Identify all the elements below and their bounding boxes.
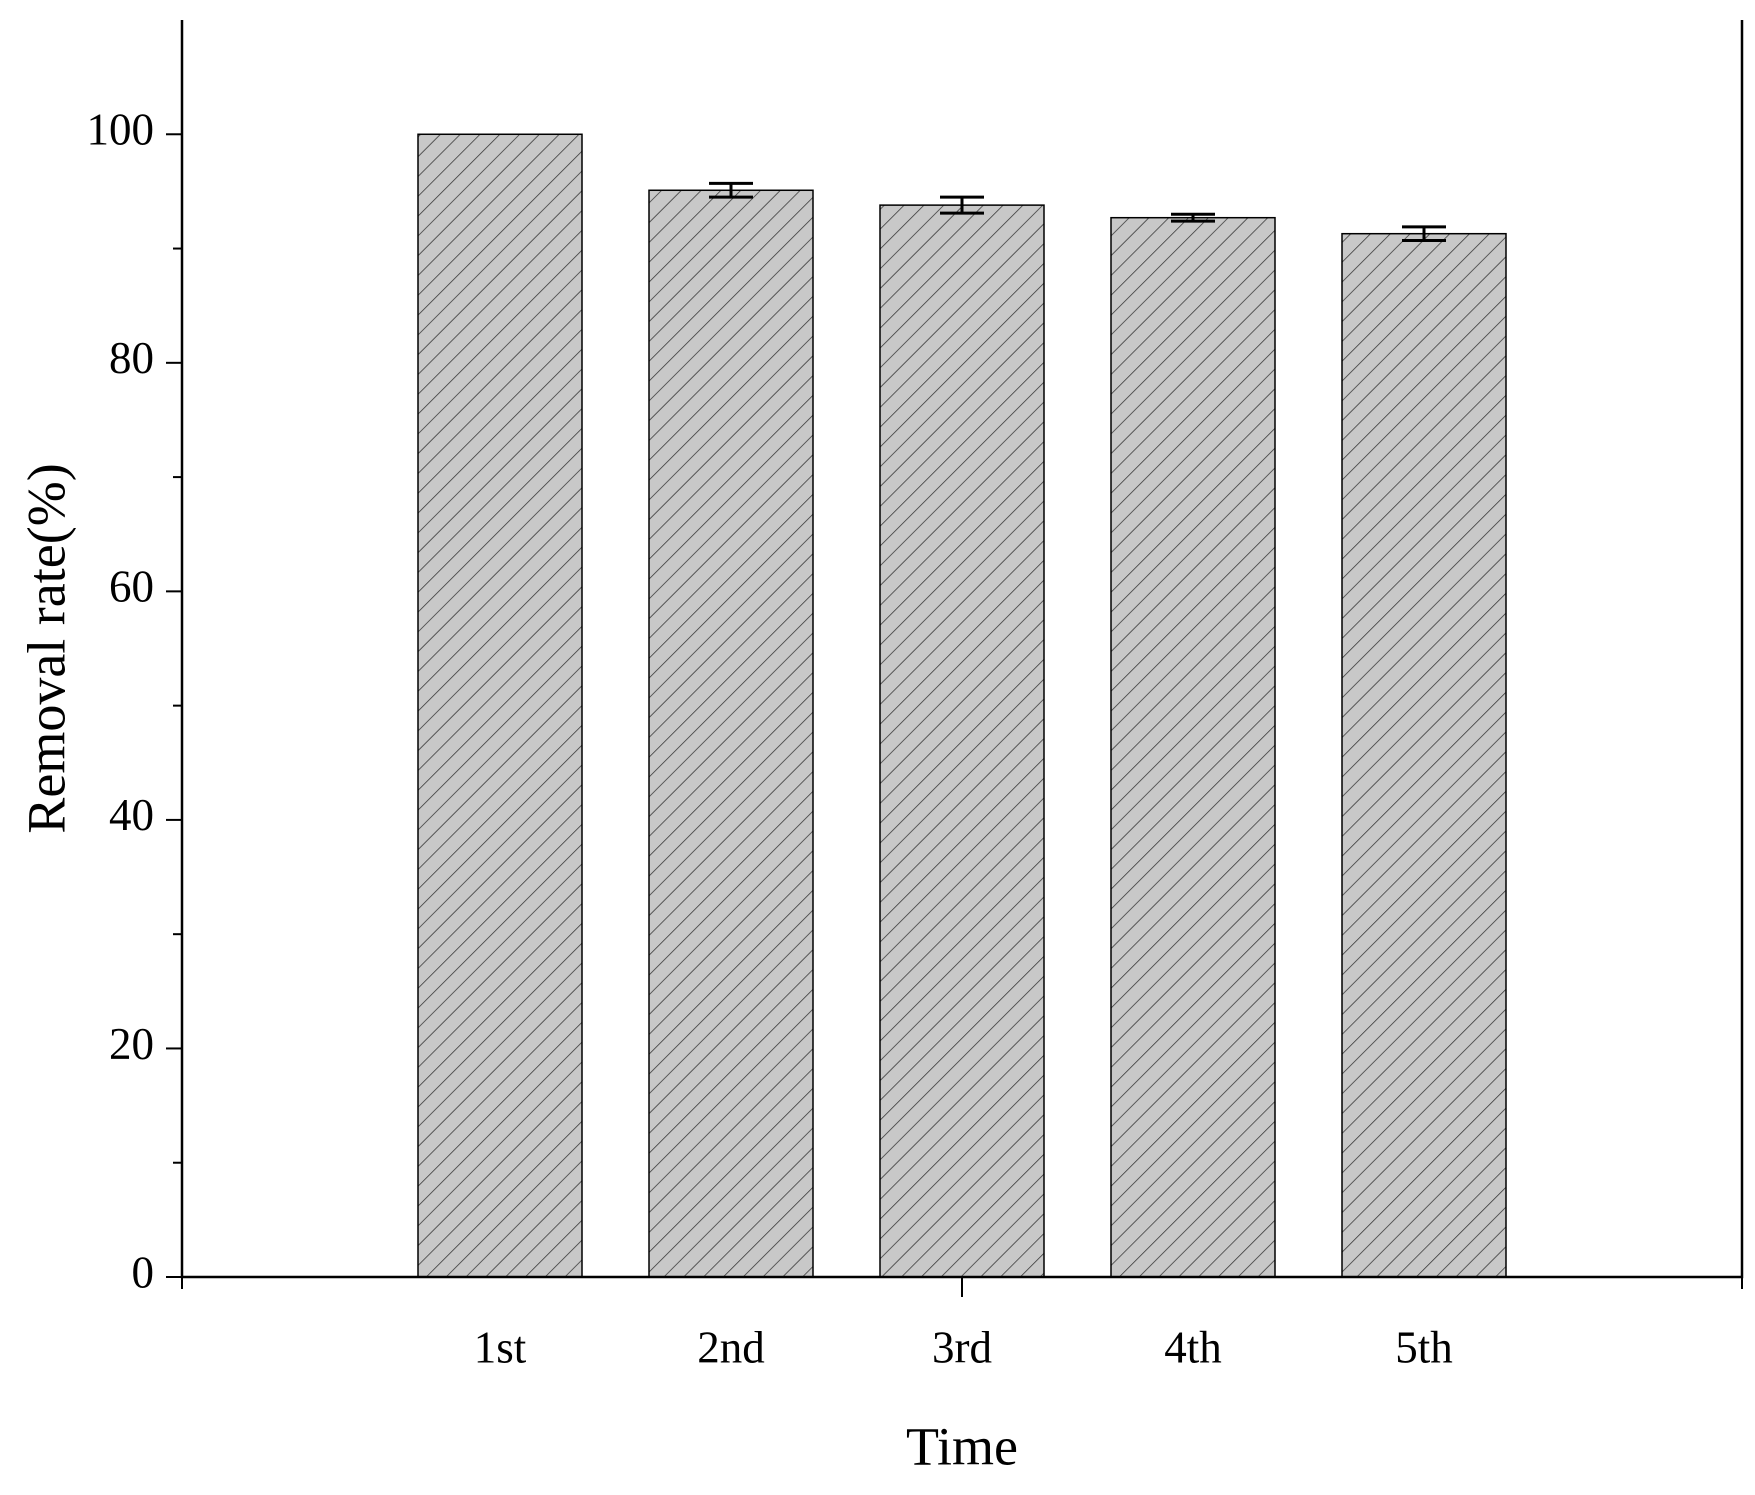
- error-bar: [940, 195, 984, 215]
- bar: [417, 133, 583, 1278]
- error-bar: [1402, 225, 1446, 243]
- error-bar: [1171, 212, 1215, 223]
- x-tick-label: 3rd: [932, 1322, 992, 1372]
- x-tick-label: 5th: [1395, 1322, 1453, 1372]
- y-tick-label: 40: [109, 790, 154, 840]
- x-tick-label: 2nd: [697, 1322, 765, 1372]
- y-tick-label: 60: [109, 562, 154, 612]
- bar: [648, 189, 814, 1278]
- x-axis-title: Time: [906, 1416, 1018, 1476]
- bar: [1341, 232, 1507, 1278]
- error-bar: [709, 181, 753, 199]
- bar: [1110, 216, 1276, 1278]
- bar: [879, 204, 1045, 1278]
- y-tick-label: 100: [87, 105, 155, 155]
- x-tick-label: 4th: [1164, 1322, 1222, 1372]
- y-axis-title: Removal rate(%): [16, 463, 76, 833]
- y-tick-label: 0: [132, 1247, 155, 1297]
- x-tick-label: 1st: [474, 1322, 527, 1372]
- y-tick-label: 20: [109, 1019, 154, 1069]
- y-tick-label: 80: [109, 333, 154, 383]
